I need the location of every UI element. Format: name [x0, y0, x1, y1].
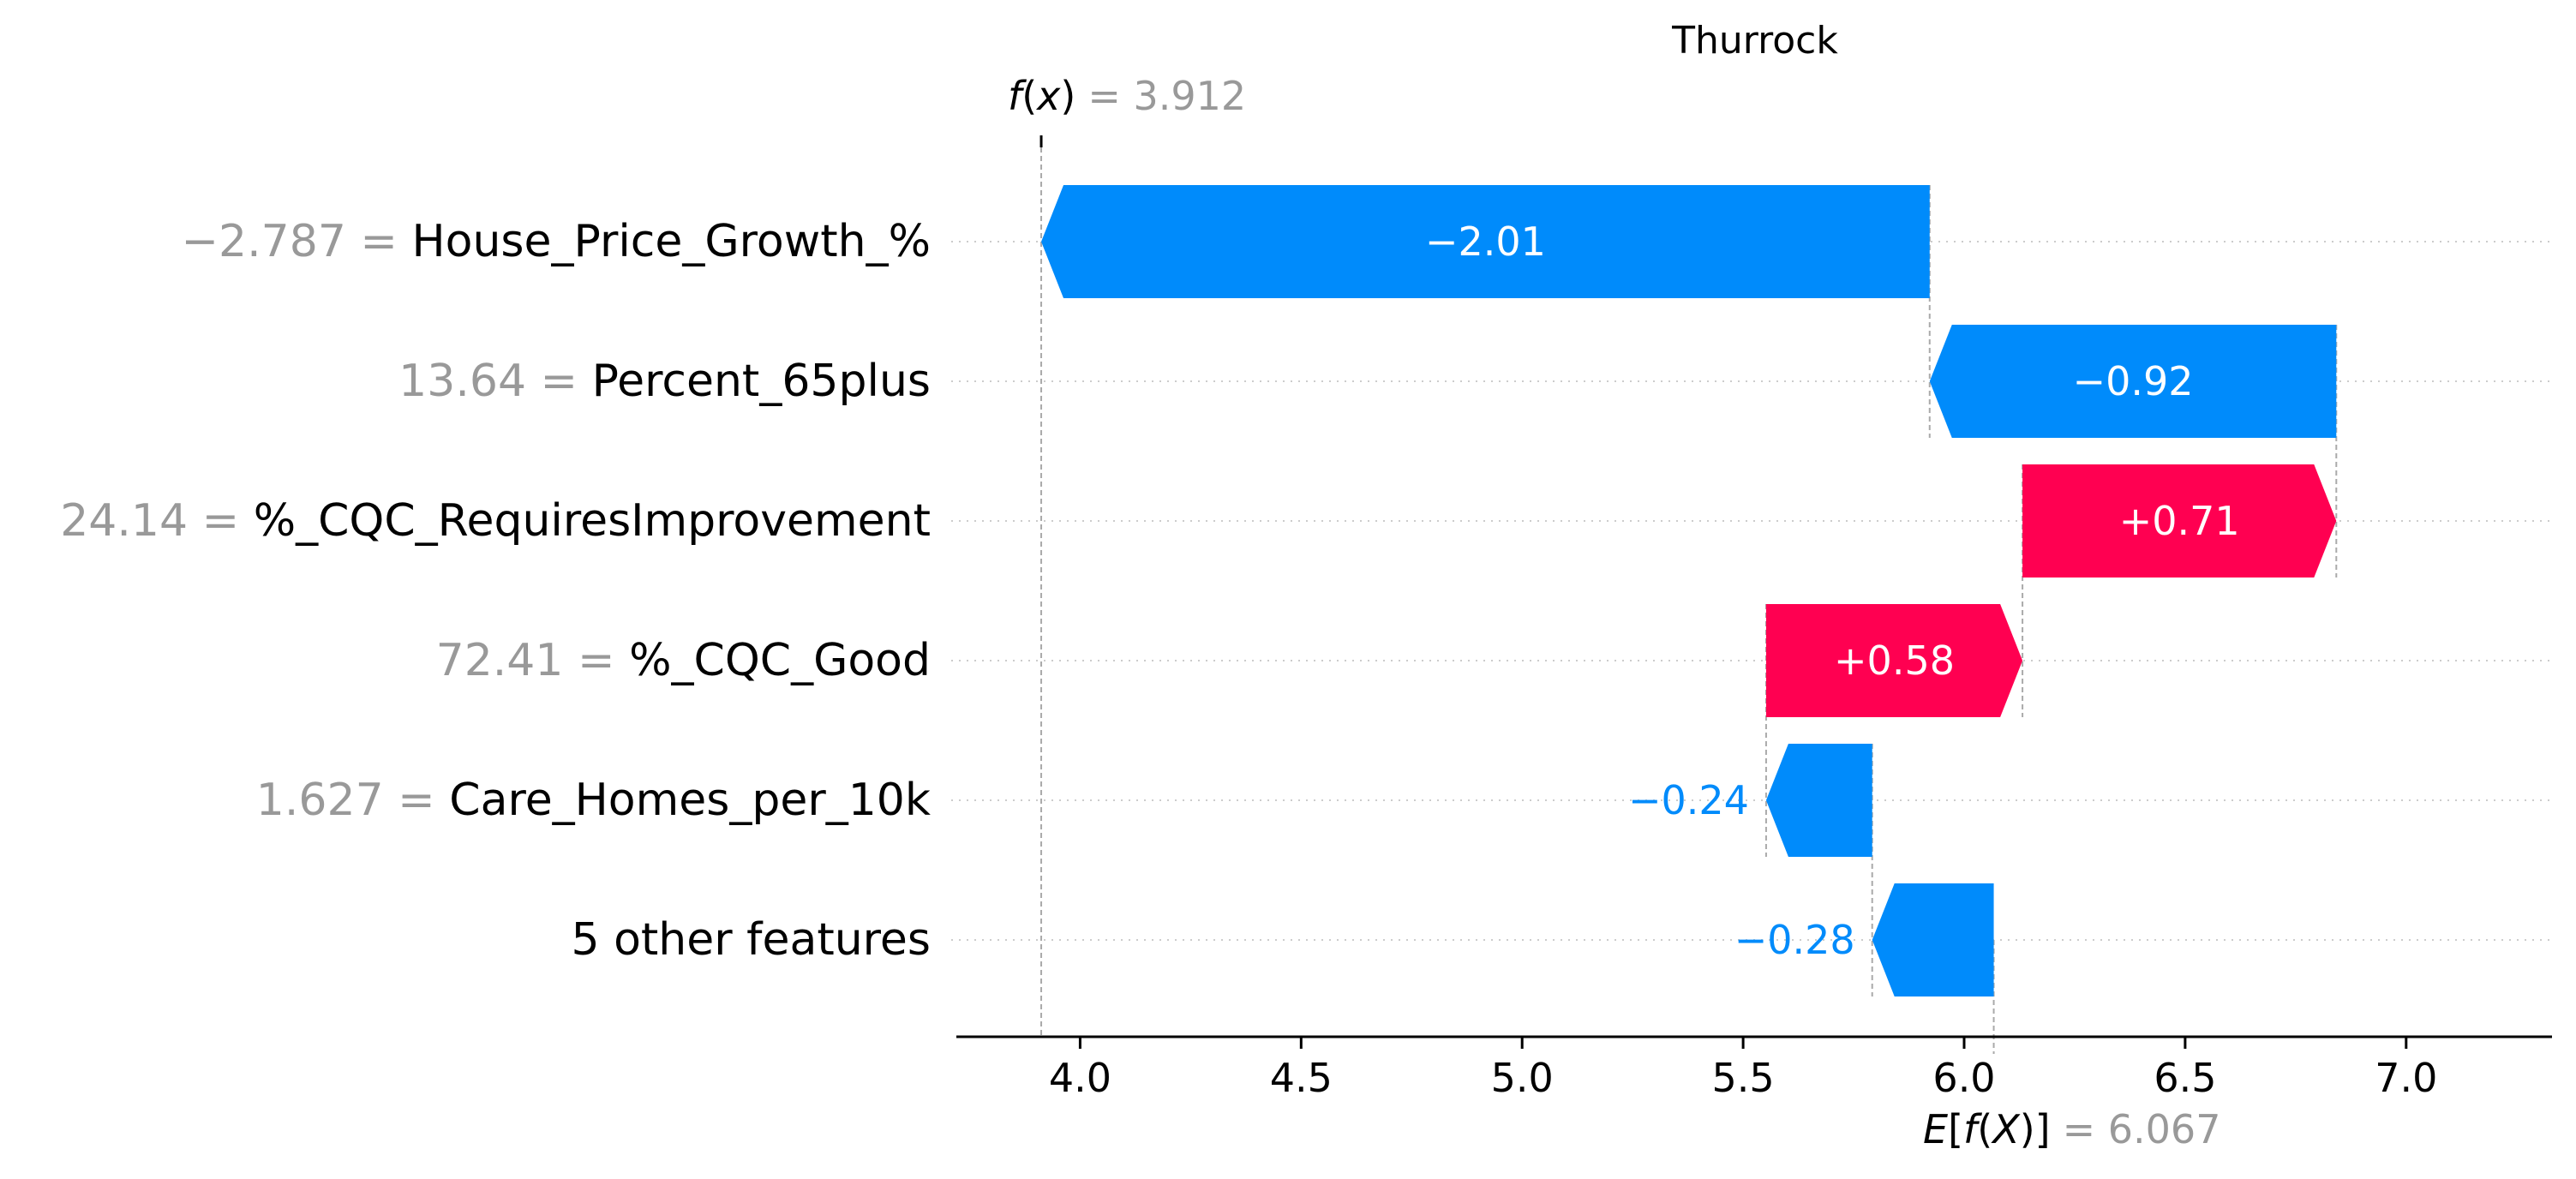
- x-tick-label: 7.0: [2375, 1055, 2437, 1101]
- feature-name: %_CQC_Good: [629, 635, 931, 686]
- feature-label: 13.64 = Percent_65plus: [398, 356, 931, 407]
- x-tick-label: 4.0: [1049, 1055, 1111, 1101]
- feature-value: 72.41 =: [436, 635, 630, 686]
- bar-value-label: +0.58: [1834, 637, 1955, 684]
- chart-title: Thurrock: [1671, 19, 1838, 63]
- waterfall-bar: [1872, 883, 1994, 996]
- feature-name: %_CQC_RequiresImprovement: [254, 495, 931, 547]
- waterfall-bar: [1929, 325, 2337, 438]
- x-tick-label: 6.5: [2154, 1055, 2216, 1101]
- waterfall-bar: [2022, 464, 2337, 578]
- feature-label: 5 other features: [571, 914, 931, 966]
- bar-value-label: +0.71: [2119, 498, 2240, 544]
- feature-name: Percent_65plus: [592, 356, 931, 407]
- feature-value: 1.627 =: [256, 775, 450, 826]
- x-tick-label: 5.5: [1712, 1055, 1775, 1101]
- x-tick-label: 6.0: [1932, 1055, 1995, 1101]
- waterfall-bar: [1765, 604, 2023, 717]
- feature-label: −2.787 = House_Price_Growth_%: [181, 216, 931, 267]
- bar-value-label: −0.92: [2073, 358, 2194, 404]
- waterfall-bar: [1765, 744, 1872, 857]
- x-tick-label: 5.0: [1491, 1055, 1554, 1101]
- feature-value: 24.14 =: [60, 495, 254, 547]
- feature-value: −2.787 =: [181, 216, 411, 267]
- feature-label: 24.14 = %_CQC_RequiresImprovement: [60, 495, 931, 547]
- feature-label: 1.627 = Care_Homes_per_10k: [256, 775, 931, 826]
- feature-value: 13.64 =: [398, 356, 592, 407]
- fx-value: = 3.912: [1087, 73, 1246, 119]
- ex-label: E[f(X)] = 6.067: [1923, 1106, 2220, 1152]
- feature-name: House_Price_Growth_%: [412, 216, 931, 267]
- waterfall-bar: [1041, 185, 1930, 298]
- x-tick-label: 4.5: [1270, 1055, 1333, 1101]
- feature-name: Care_Homes_per_10k: [449, 775, 931, 826]
- feature-label: 72.41 = %_CQC_Good: [436, 635, 931, 686]
- feature-name: 5 other features: [571, 914, 931, 966]
- bar-value-label: −0.28: [1734, 917, 1855, 963]
- ex-value: = 6.067: [2063, 1106, 2221, 1152]
- bar-value-label: −0.24: [1628, 777, 1749, 823]
- bar-value-label: −2.01: [1425, 218, 1546, 265]
- fx-label: f(x) = 3.912: [1008, 73, 1246, 119]
